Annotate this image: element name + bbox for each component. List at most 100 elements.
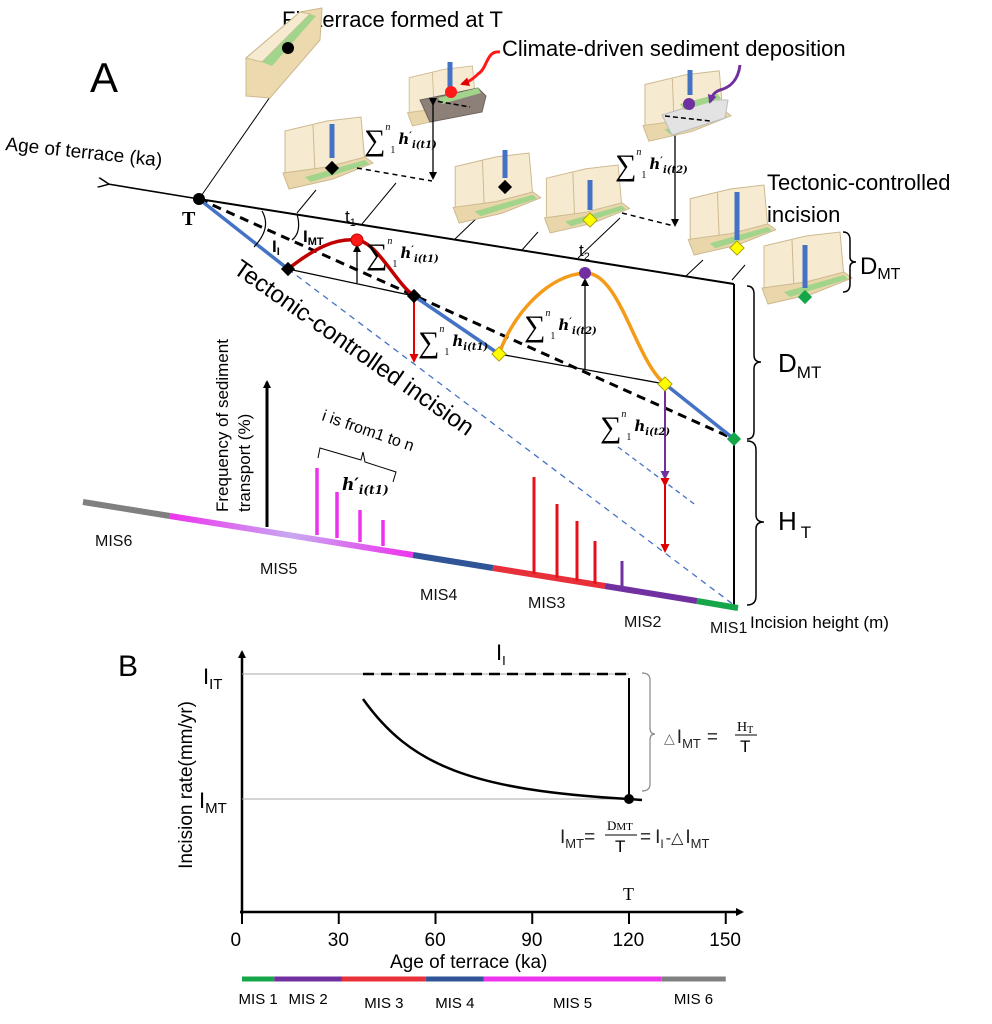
i-it-label: IIT bbox=[203, 664, 222, 693]
climate-arrow-icon bbox=[707, 64, 742, 104]
sum-lower: 1 bbox=[626, 432, 631, 443]
mis-label: MIS 5 bbox=[553, 995, 592, 1012]
d-mt-block-label: DMT bbox=[860, 253, 901, 283]
d-mt-block-brace bbox=[842, 231, 857, 293]
tectonic-incision-segments bbox=[197, 197, 736, 441]
diamond-marker bbox=[491, 346, 507, 362]
sum-lower: 1 bbox=[392, 259, 397, 270]
i-mt-angle-label: IMT bbox=[303, 227, 324, 248]
mis-timeline-slanted bbox=[82, 499, 739, 611]
h-prime-t1-label: h′i(t1) bbox=[342, 475, 389, 497]
sum-term: h bbox=[398, 130, 409, 148]
mis-label: MIS3 bbox=[528, 595, 565, 612]
sum-symbol: ∑ bbox=[364, 124, 385, 157]
sum-lower: 1 bbox=[390, 145, 395, 156]
mis3-segment bbox=[492, 565, 606, 589]
x-tick-label: 60 bbox=[425, 930, 446, 951]
summation-label: ∑n1hi(t2) bbox=[600, 409, 670, 444]
sum-upper: n bbox=[387, 236, 392, 247]
terrace-block-t1 bbox=[282, 116, 433, 190]
sum-upper: n bbox=[545, 308, 550, 319]
svg-text:△IMT=: △ IMT = bbox=[664, 727, 718, 751]
terrace-block-t1-later bbox=[452, 150, 542, 224]
block-connector-lines bbox=[198, 96, 746, 281]
diamond-marker bbox=[726, 431, 742, 447]
tectonic-projection-dashed-short bbox=[617, 446, 698, 507]
mis4-segment bbox=[412, 552, 494, 571]
h-t-brace bbox=[746, 440, 765, 606]
sum-lower: 1 bbox=[550, 331, 555, 342]
terrace-surface-line bbox=[198, 198, 735, 285]
terrace-age-point bbox=[193, 193, 205, 205]
delta-brace bbox=[641, 672, 656, 792]
sum-term: h bbox=[649, 155, 660, 173]
t2-chord bbox=[498, 353, 666, 385]
t1-chord bbox=[287, 268, 415, 297]
svg-text:DMT: DMT bbox=[607, 818, 633, 833]
x-axis-label: Age of terrace (ka) bbox=[390, 952, 547, 973]
tectonic-incision-top-label: Tectonic-controlled incision bbox=[767, 170, 950, 227]
terrace-block-t2-later bbox=[687, 184, 777, 256]
terrace-age-rate-point bbox=[624, 794, 634, 804]
sum-upper: n bbox=[385, 122, 390, 133]
deposition-point-icon bbox=[445, 86, 457, 98]
sediment-frequency-bars-mis5 bbox=[315, 468, 385, 546]
svg-text:HT: HT bbox=[737, 720, 753, 736]
i-i-angle-arc bbox=[253, 210, 267, 248]
terrace-block-deposition-t1 bbox=[407, 50, 501, 127]
i-range-brace bbox=[317, 447, 397, 483]
svg-text:T: T bbox=[615, 837, 625, 856]
x-tick-label: 120 bbox=[613, 930, 645, 951]
mis6-segment bbox=[82, 499, 171, 519]
sum-symbol: ∑ bbox=[524, 310, 545, 343]
delta-formula: △ IMT = HT T bbox=[664, 720, 757, 756]
x-axis-ticks: 0 30 60 90 120 150 bbox=[231, 912, 741, 951]
mis-label: MIS4 bbox=[420, 587, 457, 604]
mis-timeline-b: MIS 1 MIS 2 MIS 3 MIS 4 MIS 5 MIS 6 bbox=[239, 976, 726, 1012]
fill-terrace-block bbox=[244, 7, 323, 99]
mis-label: MIS 1 bbox=[239, 991, 278, 1008]
terrace-block-t2 bbox=[544, 164, 675, 234]
mis-labels-a: MIS6 MIS5 MIS4 MIS3 MIS2 MIS1 bbox=[95, 533, 747, 637]
svg-text:T: T bbox=[740, 737, 750, 756]
terrace-block-deposition-t2 bbox=[642, 64, 742, 142]
mis-label: MIS1 bbox=[710, 620, 747, 637]
svg-text:=II-△IMT: = II -△ IMT bbox=[640, 827, 709, 851]
mean-incision-rate-curve bbox=[361, 698, 643, 802]
sum-term: h bbox=[452, 332, 463, 350]
sum-upper: n bbox=[636, 147, 641, 158]
climate-arrow-icon bbox=[460, 50, 501, 87]
aggradation-peak-t1 bbox=[350, 233, 364, 247]
svg-text:IMT=: IMT= bbox=[560, 827, 595, 851]
mis-label: MIS2 bbox=[624, 614, 661, 631]
mis-label: MIS 6 bbox=[674, 991, 713, 1008]
terrace-point-icon bbox=[282, 42, 294, 54]
sum-term: h bbox=[634, 417, 645, 435]
sum-term: h bbox=[558, 316, 569, 334]
diamond-marker bbox=[280, 261, 296, 277]
x-tick-label: 0 bbox=[231, 930, 242, 951]
imt-formula: IMT= DMT T = II -△ IMT bbox=[560, 818, 709, 856]
diamond-marker bbox=[406, 288, 422, 304]
aggradation-peak-t2 bbox=[579, 267, 591, 279]
summation-label: ∑n1h′i(t1) bbox=[364, 122, 437, 157]
mis-label: MIS5 bbox=[260, 561, 297, 578]
terrace-age-label: T bbox=[182, 208, 196, 230]
mis1-segment bbox=[696, 598, 739, 611]
sum-term: h bbox=[400, 244, 411, 262]
y-axis-label: Incision rate(mm/yr) bbox=[176, 701, 197, 869]
sum-symbol: ∑ bbox=[600, 411, 621, 444]
sum-lower: 1 bbox=[444, 347, 449, 358]
climate-deposition-title: Climate-driven sediment deposition bbox=[502, 36, 846, 61]
i-mt-angle-arc bbox=[291, 213, 300, 241]
summation-label: ∑n1h′i(t2) bbox=[615, 147, 688, 182]
age-axis-arrow bbox=[108, 184, 200, 200]
sum-symbol: ∑ bbox=[615, 149, 636, 182]
x-tick-label: 150 bbox=[709, 930, 741, 951]
deposition-point-icon bbox=[683, 98, 695, 110]
frequency-axis-label: Frequency of sediment transport (%) bbox=[213, 339, 254, 512]
mis-label: MIS 4 bbox=[435, 995, 474, 1012]
x-tick-label: 90 bbox=[521, 930, 542, 951]
